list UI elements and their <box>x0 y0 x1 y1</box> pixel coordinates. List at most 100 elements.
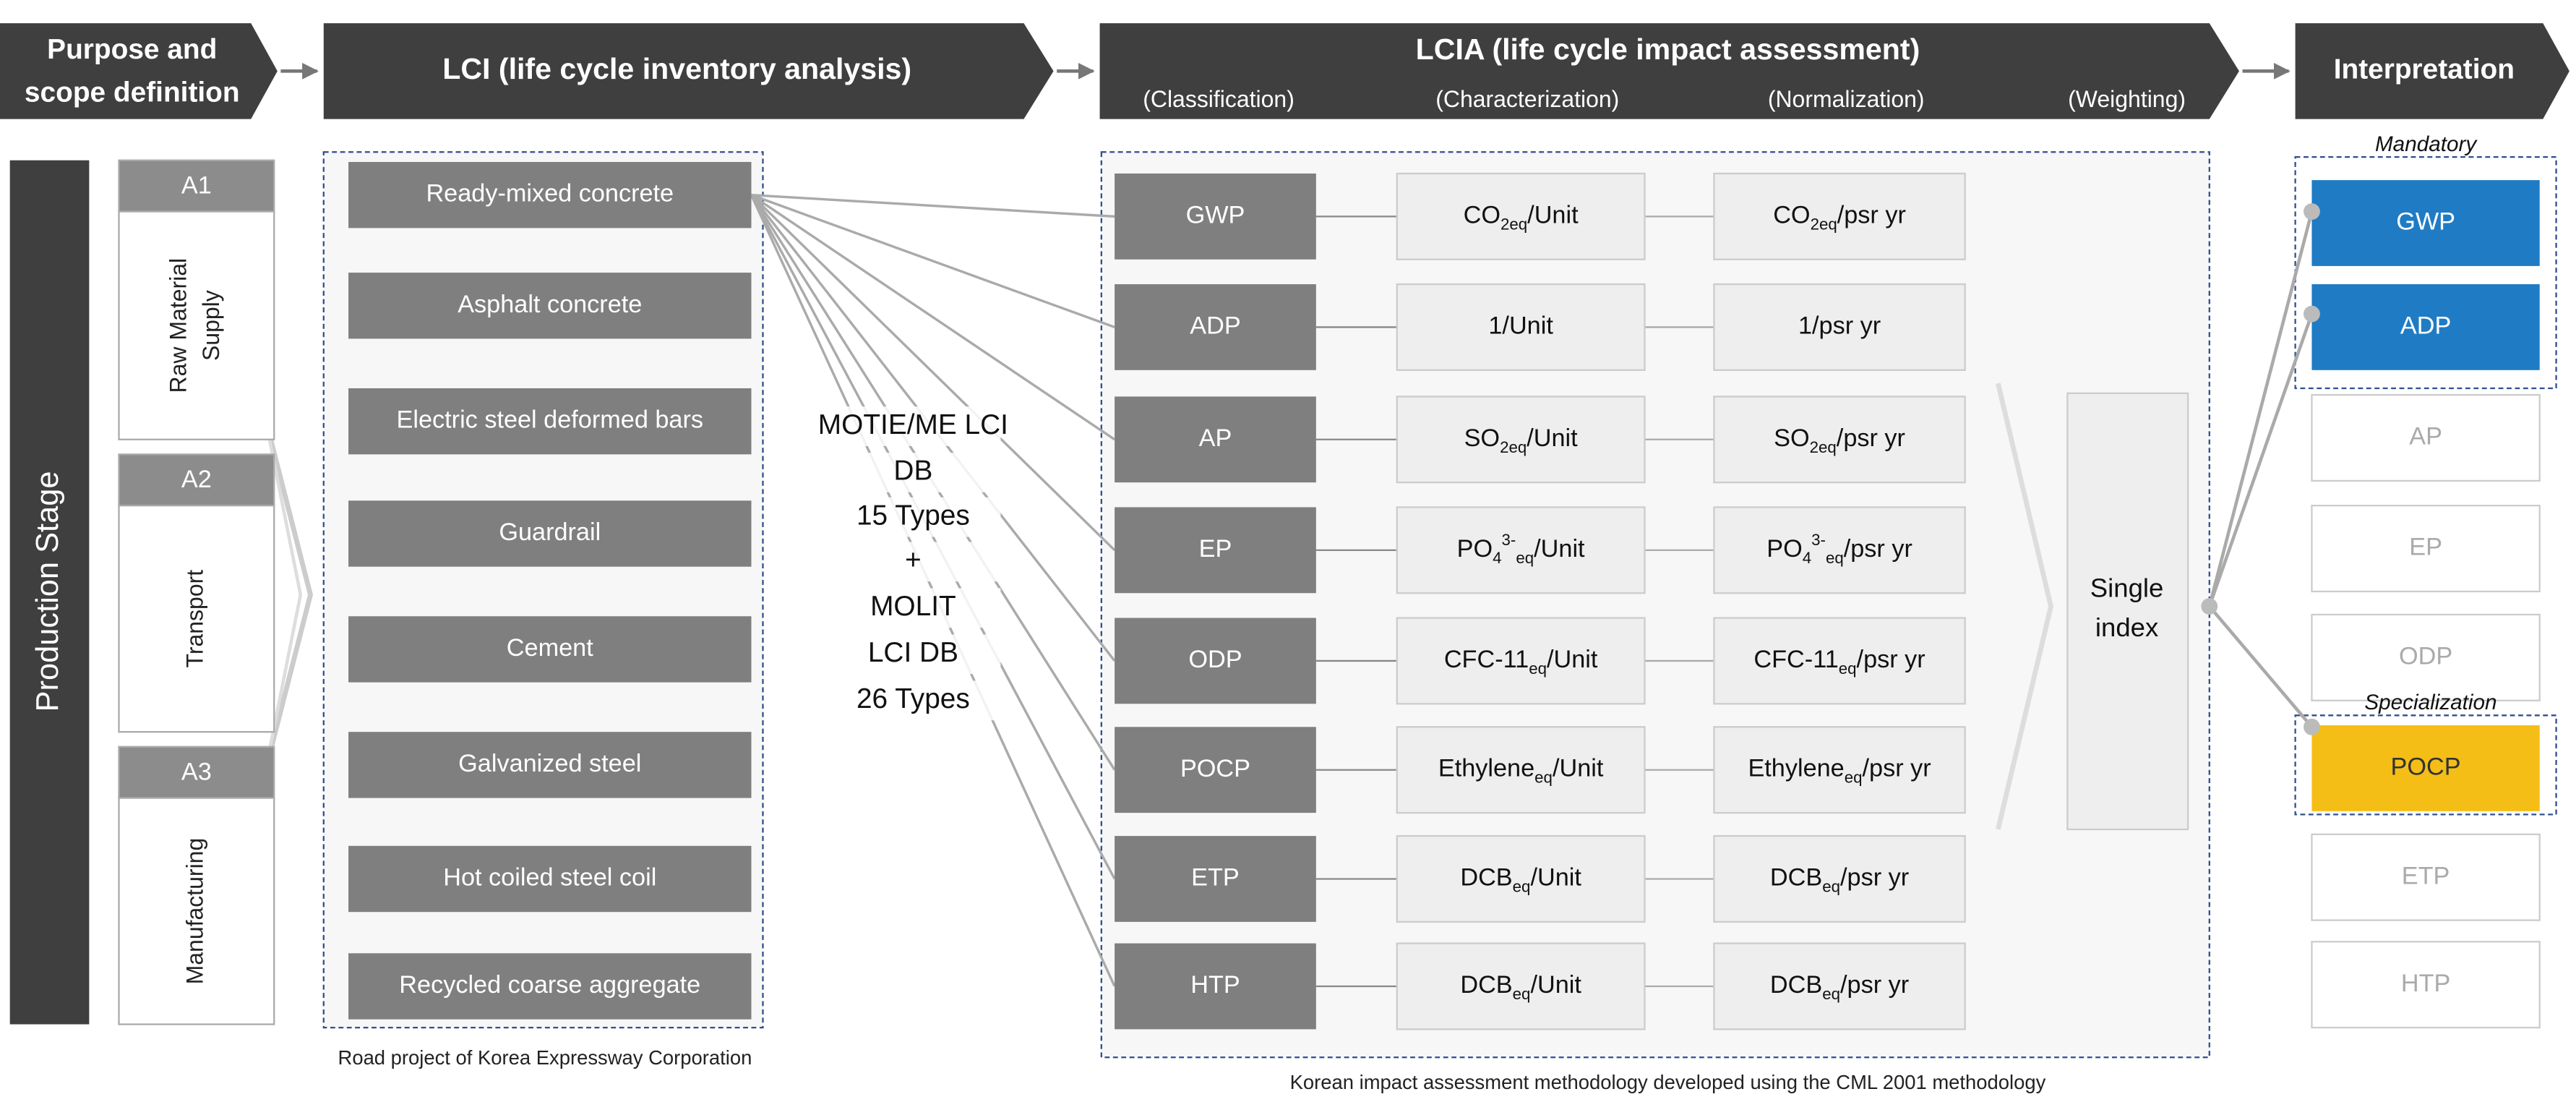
unit-part: DCB <box>1460 864 1512 892</box>
classification-box <box>1115 618 1316 704</box>
lci-item-box <box>348 616 752 683</box>
unit-part: DCB <box>1460 971 1512 999</box>
normalization-unit: CO2eq/psr yr <box>1773 201 1906 233</box>
chevron <box>1996 383 2054 830</box>
lcia-step: (Classification) <box>1143 86 1295 112</box>
lcia-caption: Korean impact assessment methodology dev… <box>1290 1071 2046 1093</box>
unit-part: eq <box>1513 878 1531 896</box>
module-name: Manufacturing <box>181 838 207 985</box>
module-name: Transport <box>181 570 207 668</box>
category-name: AP <box>1199 424 1232 452</box>
unit-part: CFC-11 <box>1753 646 1838 673</box>
connector <box>2207 313 2314 607</box>
lci-item-box <box>348 953 752 1020</box>
characterization-box <box>1396 396 1646 484</box>
unit-part: /Unit <box>1527 424 1578 452</box>
unit-part: eq <box>1826 549 1844 567</box>
interpretation-category: GWP <box>2396 208 2455 236</box>
lci-item: Cement <box>507 634 593 662</box>
lci-title: LCI (life cycle inventory analysis) <box>442 52 911 85</box>
normalization-unit: DCBeq/psr yr <box>1770 971 1909 1003</box>
db-note: + <box>905 544 922 576</box>
characterization-box <box>1396 283 1646 371</box>
lci-item: Galvanized steel <box>458 750 641 777</box>
unit-part: Ethylene <box>1748 755 1844 782</box>
classification-box <box>1115 943 1316 1030</box>
unit-part: /Unit <box>1527 201 1579 228</box>
unit-part: 4 <box>1803 549 1811 567</box>
chevron <box>262 412 303 777</box>
characterization-unit: DCBeq/Unit <box>1460 971 1581 1003</box>
unit-part: 1/Unit <box>1488 312 1553 339</box>
normalization-unit: Ethyleneeq/psr yr <box>1748 755 1931 787</box>
weighting-label: index <box>2095 612 2158 642</box>
module-body <box>118 210 275 440</box>
lci-item: Recycled coarse aggregate <box>399 971 700 999</box>
lci-item-box <box>348 161 752 228</box>
unit-part: /Unit <box>1534 535 1585 563</box>
unit-part: PO <box>1457 535 1493 563</box>
lci-item-box <box>348 273 752 339</box>
note-bg <box>825 497 1001 537</box>
db-note: DB <box>893 456 932 487</box>
unit-part: 1/psr yr <box>1798 312 1881 339</box>
module-name: Raw Material <box>165 258 191 393</box>
unit-part: /psr yr <box>1863 755 1931 782</box>
normalization-box <box>1713 283 1966 371</box>
interpretation-box <box>2311 284 2540 370</box>
characterization-unit: Ethyleneeq/Unit <box>1438 755 1604 787</box>
interpretation-category: AP <box>2409 423 2442 450</box>
characterization-box <box>1396 506 1646 594</box>
unit-part: 3- <box>1811 531 1826 549</box>
connector <box>2207 210 2314 607</box>
unit-part: CFC-11 <box>1444 646 1529 673</box>
lci-chevron <box>323 23 1054 119</box>
unit-part: eq <box>1822 985 1840 1003</box>
interpretation-box <box>2311 613 2541 701</box>
normalization-box <box>1713 726 1966 814</box>
note-bg <box>825 680 1001 721</box>
normalization-box <box>1713 506 1966 594</box>
unit-part: /psr yr <box>1857 646 1925 673</box>
note-bg <box>825 453 1001 492</box>
normalization-unit: 1/psr yr <box>1798 312 1881 339</box>
normalization-unit: SO2eq/psr yr <box>1774 424 1905 456</box>
interpretation-chevron <box>2295 23 2569 119</box>
characterization-unit: PO43-eq/Unit <box>1457 531 1585 567</box>
normalization-box <box>1713 172 1966 260</box>
characterization-box <box>1396 617 1646 705</box>
characterization-box <box>1396 942 1646 1030</box>
normalization-box <box>1713 396 1966 484</box>
lcia-step: (Weighting) <box>2068 86 2186 112</box>
characterization-unit: SO2eq/Unit <box>1464 424 1579 456</box>
specialization-box <box>2294 714 2557 816</box>
note-bg <box>825 634 1001 675</box>
interpretation-category: HTP <box>2401 970 2451 997</box>
production-stage-title: Production Stage <box>30 471 65 712</box>
production-stage-bar <box>9 160 90 1025</box>
unit-part: SO <box>1464 424 1500 452</box>
lcia-title: LCIA (life cycle impact assessment) <box>1416 33 1920 66</box>
lci-caption: Road project of Korea Expressway Corpora… <box>338 1046 752 1069</box>
category-name: ADP <box>1190 312 1240 339</box>
module-name: Supply <box>198 290 224 361</box>
specialization-label: Specialization <box>2364 691 2496 714</box>
characterization-box <box>1396 834 1646 923</box>
module-code-box <box>118 746 275 799</box>
characterization-box <box>1396 172 1646 260</box>
unit-part: eq <box>1529 659 1547 678</box>
unit-part: /psr yr <box>1837 424 1905 452</box>
lci-item: Asphalt concrete <box>458 291 642 318</box>
dot <box>2304 203 2320 220</box>
lci-item-box <box>348 388 752 455</box>
normalization-unit: CFC-11eq/psr yr <box>1753 646 1925 678</box>
unit-part: /psr yr <box>1840 971 1909 999</box>
lci-item: Electric steel deformed bars <box>397 406 704 434</box>
lci-item: Guardrail <box>499 518 601 546</box>
classification-box <box>1115 284 1316 370</box>
unit-part: eq <box>1516 549 1534 567</box>
db-note: 26 Types <box>856 683 970 714</box>
category-name: HTP <box>1190 971 1240 999</box>
